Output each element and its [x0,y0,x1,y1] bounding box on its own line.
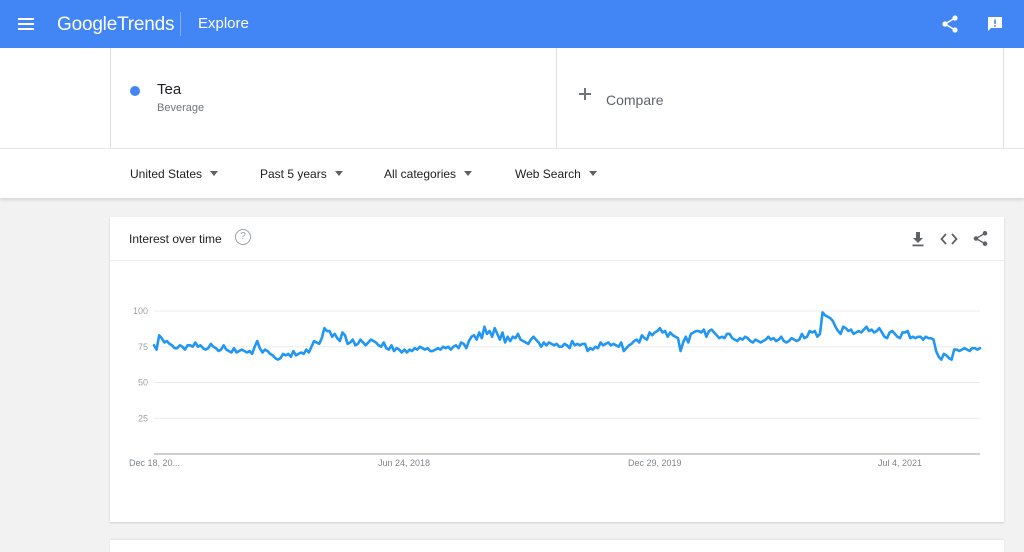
term-name: Tea [157,81,182,98]
feedback-icon[interactable] [986,15,1004,33]
region-dropdown[interactable]: United States [130,167,219,181]
interest-over-time-card: Interest over time ? 25 50 75 100 Dec 18, 2… [110,217,1004,522]
filter-bar: United States Past 5 years All categorie… [0,148,1024,198]
chevron-down-icon [334,171,343,177]
search-term-card[interactable]: Tea Beverage [110,48,557,148]
y-tick-label: 100 [133,306,148,316]
x-axis-tick-labels: Dec 18, 20... Jun 24, 2018 Dec 29, 2019 Jul… [129,458,922,468]
menu-icon[interactable] [17,14,37,34]
share-icon[interactable] [940,14,960,34]
share-icon[interactable] [972,230,989,247]
category-label: All categories [384,167,457,181]
top-app-bar: GoogleTrends Explore [0,0,1024,48]
logo-trends-text: Trends [117,14,175,35]
download-icon[interactable] [910,231,926,247]
page-title: Explore [198,15,249,32]
search-type-label: Web Search [515,167,581,181]
term-subtitle: Beverage [157,102,205,114]
google-trends-logo[interactable]: GoogleTrends [57,14,175,36]
y-axis-tick-labels: 25 50 75 100 [133,306,148,423]
interest-line-chart: 25 50 75 100 Dec 18, 20... Jun 24, 2018 Dec 2… [129,306,982,468]
compare-button[interactable]: Compare [557,48,1004,148]
plus-icon [579,88,591,100]
chart-series [152,311,982,361]
x-tick-label: Dec 29, 2019 [628,458,682,468]
y-tick-label: 75 [138,342,148,352]
chevron-down-icon [464,171,473,177]
time-range-label: Past 5 years [260,167,327,181]
search-type-dropdown[interactable]: Web Search [515,167,597,181]
term-color-dot [130,86,140,96]
next-card-peek [110,540,1004,552]
logo-google-text: Google [57,14,118,35]
x-tick-label: Dec 18, 20... [129,458,180,468]
compare-label: Compare [606,92,664,108]
x-tick-label: Jul 4, 2021 [878,458,922,468]
chevron-down-icon [210,171,219,177]
time-range-dropdown[interactable]: Past 5 years [260,167,343,181]
card-header-divider [110,260,1004,261]
embed-icon[interactable] [940,231,958,247]
chevron-down-icon [588,171,597,177]
category-dropdown[interactable]: All categories [384,167,473,181]
header-divider [180,12,181,36]
x-tick-label: Jun 24, 2018 [378,458,430,468]
y-tick-label: 25 [138,413,148,423]
search-terms-band: Tea Beverage Compare [0,48,1024,148]
help-icon[interactable]: ? [235,229,251,245]
region-label: United States [130,167,203,181]
series-line [152,311,982,361]
card-title: Interest over time [129,232,222,246]
y-tick-label: 50 [138,378,148,388]
